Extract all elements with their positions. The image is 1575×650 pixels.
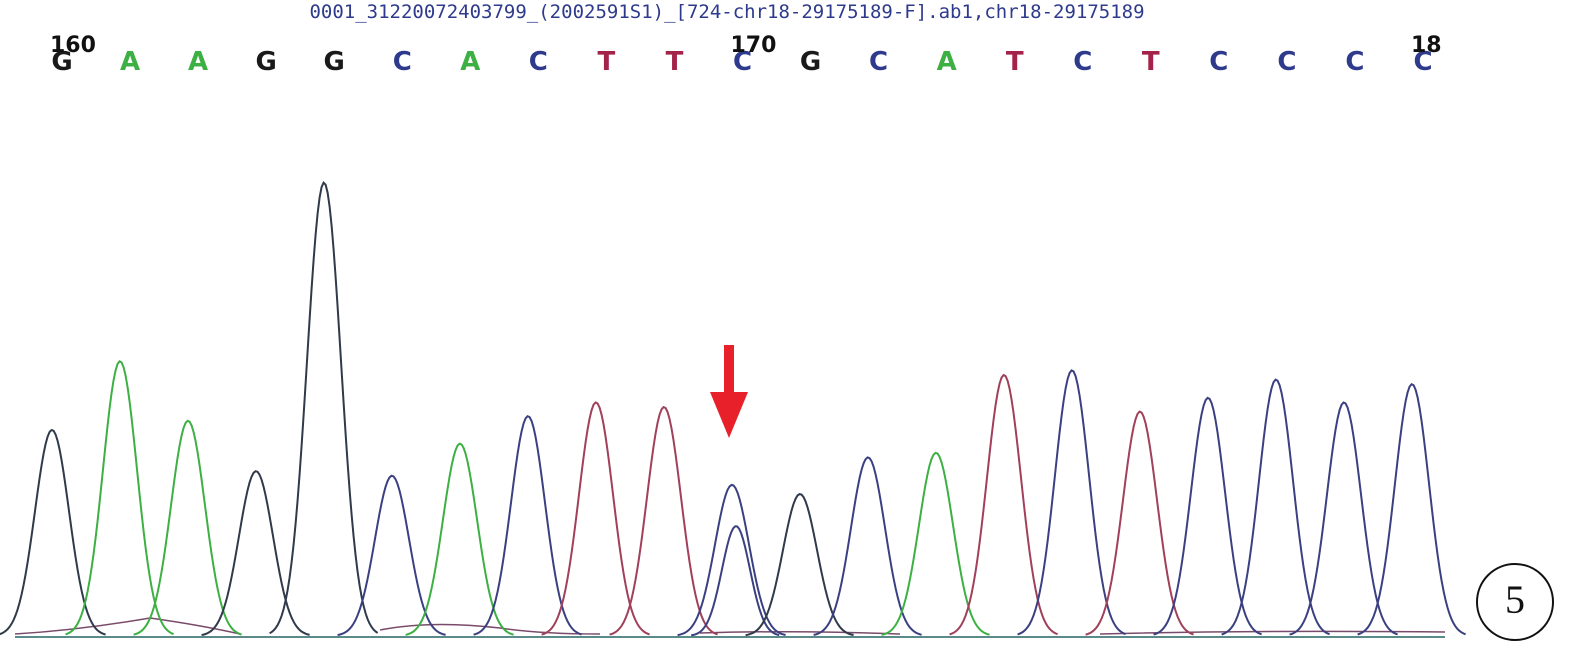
peak [609, 405, 718, 636]
position-label: 18 [1411, 33, 1442, 58]
base-call: C [1345, 47, 1364, 77]
base-call: A [188, 47, 208, 77]
chart-title: 0001_31220072403799_(2002591S1)_[724-chr… [309, 1, 1144, 23]
position-label: 170 [731, 33, 777, 58]
panel-label: 5 [1505, 577, 1525, 622]
base-call: G [324, 47, 345, 77]
peak [949, 373, 1058, 636]
base-call: A [120, 47, 140, 77]
secondary-peak [691, 525, 780, 637]
peak [473, 414, 582, 636]
peak [0, 428, 106, 636]
base-call: T [1142, 47, 1160, 77]
peak [1289, 401, 1398, 636]
base-call: C [529, 47, 548, 77]
arrow [710, 345, 748, 438]
peak [1153, 396, 1262, 636]
peak [65, 360, 174, 636]
peak [1221, 378, 1330, 636]
base-call: C [393, 47, 412, 77]
base-call: C [1209, 47, 1228, 77]
peak [269, 181, 379, 635]
base-call: T [598, 47, 616, 77]
base-call: G [255, 47, 276, 77]
base-call: G [51, 47, 72, 77]
peak [813, 456, 922, 636]
base-call: C [869, 47, 888, 77]
peak [201, 470, 310, 636]
peak [745, 493, 854, 637]
peak [337, 474, 446, 636]
base-call: A [460, 47, 480, 77]
peak [881, 451, 990, 636]
peak [405, 442, 514, 636]
base-call: C [1073, 47, 1092, 77]
peak [1017, 369, 1127, 636]
base-call: C [1413, 47, 1432, 77]
peak [541, 401, 650, 636]
base-call: C [733, 47, 752, 77]
base-call: A [937, 47, 957, 77]
peak [1085, 410, 1194, 636]
position-label: 160 [50, 33, 96, 58]
base-call: G [800, 47, 821, 77]
peak [1357, 382, 1466, 636]
base-call: C [1277, 47, 1296, 77]
base-call: T [666, 47, 684, 77]
panel-circle [1476, 563, 1554, 641]
peak [677, 483, 786, 637]
base-call: T [1006, 47, 1024, 77]
